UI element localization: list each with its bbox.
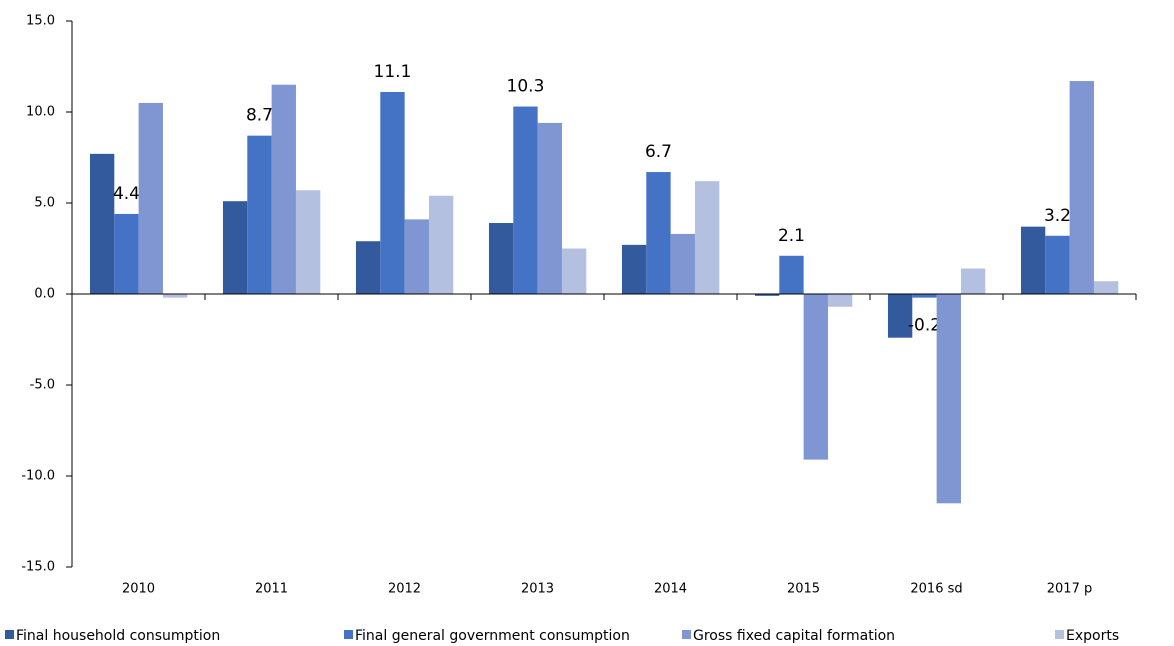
y-tick-label: 10.0 — [26, 105, 55, 120]
bar — [271, 84, 296, 294]
x-tick-label: 2010 — [122, 582, 155, 597]
data-label: 2.1 — [778, 226, 805, 246]
bar — [488, 223, 514, 294]
bar — [162, 294, 188, 298]
bar — [513, 106, 538, 294]
bar — [114, 213, 139, 294]
data-label: 4.4 — [113, 184, 140, 204]
bar — [355, 241, 381, 294]
x-tick-label: 2011 — [255, 582, 288, 597]
legend-label: Exports — [1066, 628, 1119, 644]
bar — [138, 102, 163, 295]
x-tick-label: 2012 — [388, 582, 421, 597]
x-tick-label: 2015 — [787, 582, 820, 597]
bar — [404, 219, 429, 294]
legend-swatch — [344, 630, 353, 639]
bar — [380, 91, 405, 294]
bar — [754, 294, 780, 296]
data-label: 8.7 — [246, 106, 273, 126]
bar — [670, 233, 695, 294]
x-tick-label: 2014 — [654, 582, 687, 597]
data-label: 6.7 — [645, 142, 672, 162]
legend-swatch — [682, 630, 691, 639]
y-tick-label: -10.0 — [21, 469, 55, 484]
bar — [1069, 81, 1094, 294]
bar — [247, 135, 272, 294]
bar — [912, 294, 937, 298]
legend-label: Gross fixed capital formation — [693, 628, 895, 644]
bar — [1093, 281, 1119, 294]
bar — [1020, 226, 1046, 294]
y-tick-label: 0.0 — [34, 287, 55, 302]
x-tick-label: 2016 sd — [910, 582, 962, 597]
bar — [295, 190, 321, 294]
data-label: 10.3 — [507, 77, 545, 97]
bar — [779, 255, 804, 294]
x-tick-label: 2017 p — [1047, 582, 1092, 597]
bar — [827, 294, 853, 307]
bar — [222, 201, 248, 294]
x-tick-label: 2013 — [521, 582, 554, 597]
data-label: -0.2 — [908, 316, 941, 336]
bar — [1045, 235, 1070, 294]
bar — [887, 294, 913, 338]
legend-swatch — [5, 630, 14, 639]
y-tick-label: 5.0 — [34, 196, 55, 211]
y-tick-label: -15.0 — [21, 560, 55, 575]
bar — [694, 181, 720, 294]
bar — [89, 153, 115, 294]
legend-label: Final household consumption — [16, 628, 220, 644]
legend-label: Final general government consumption — [355, 628, 630, 644]
data-label: 11.1 — [374, 62, 412, 82]
y-tick-label: 15.0 — [26, 14, 55, 29]
legend-swatch — [1055, 630, 1064, 639]
bar — [803, 294, 828, 460]
bar — [936, 294, 961, 504]
bar — [428, 195, 454, 294]
bar — [561, 248, 587, 294]
data-label: 3.2 — [1044, 206, 1071, 226]
y-tick-label: -5.0 — [30, 378, 55, 393]
bar — [646, 172, 671, 294]
bar — [621, 244, 647, 294]
bar — [537, 122, 562, 294]
bar — [960, 268, 986, 294]
